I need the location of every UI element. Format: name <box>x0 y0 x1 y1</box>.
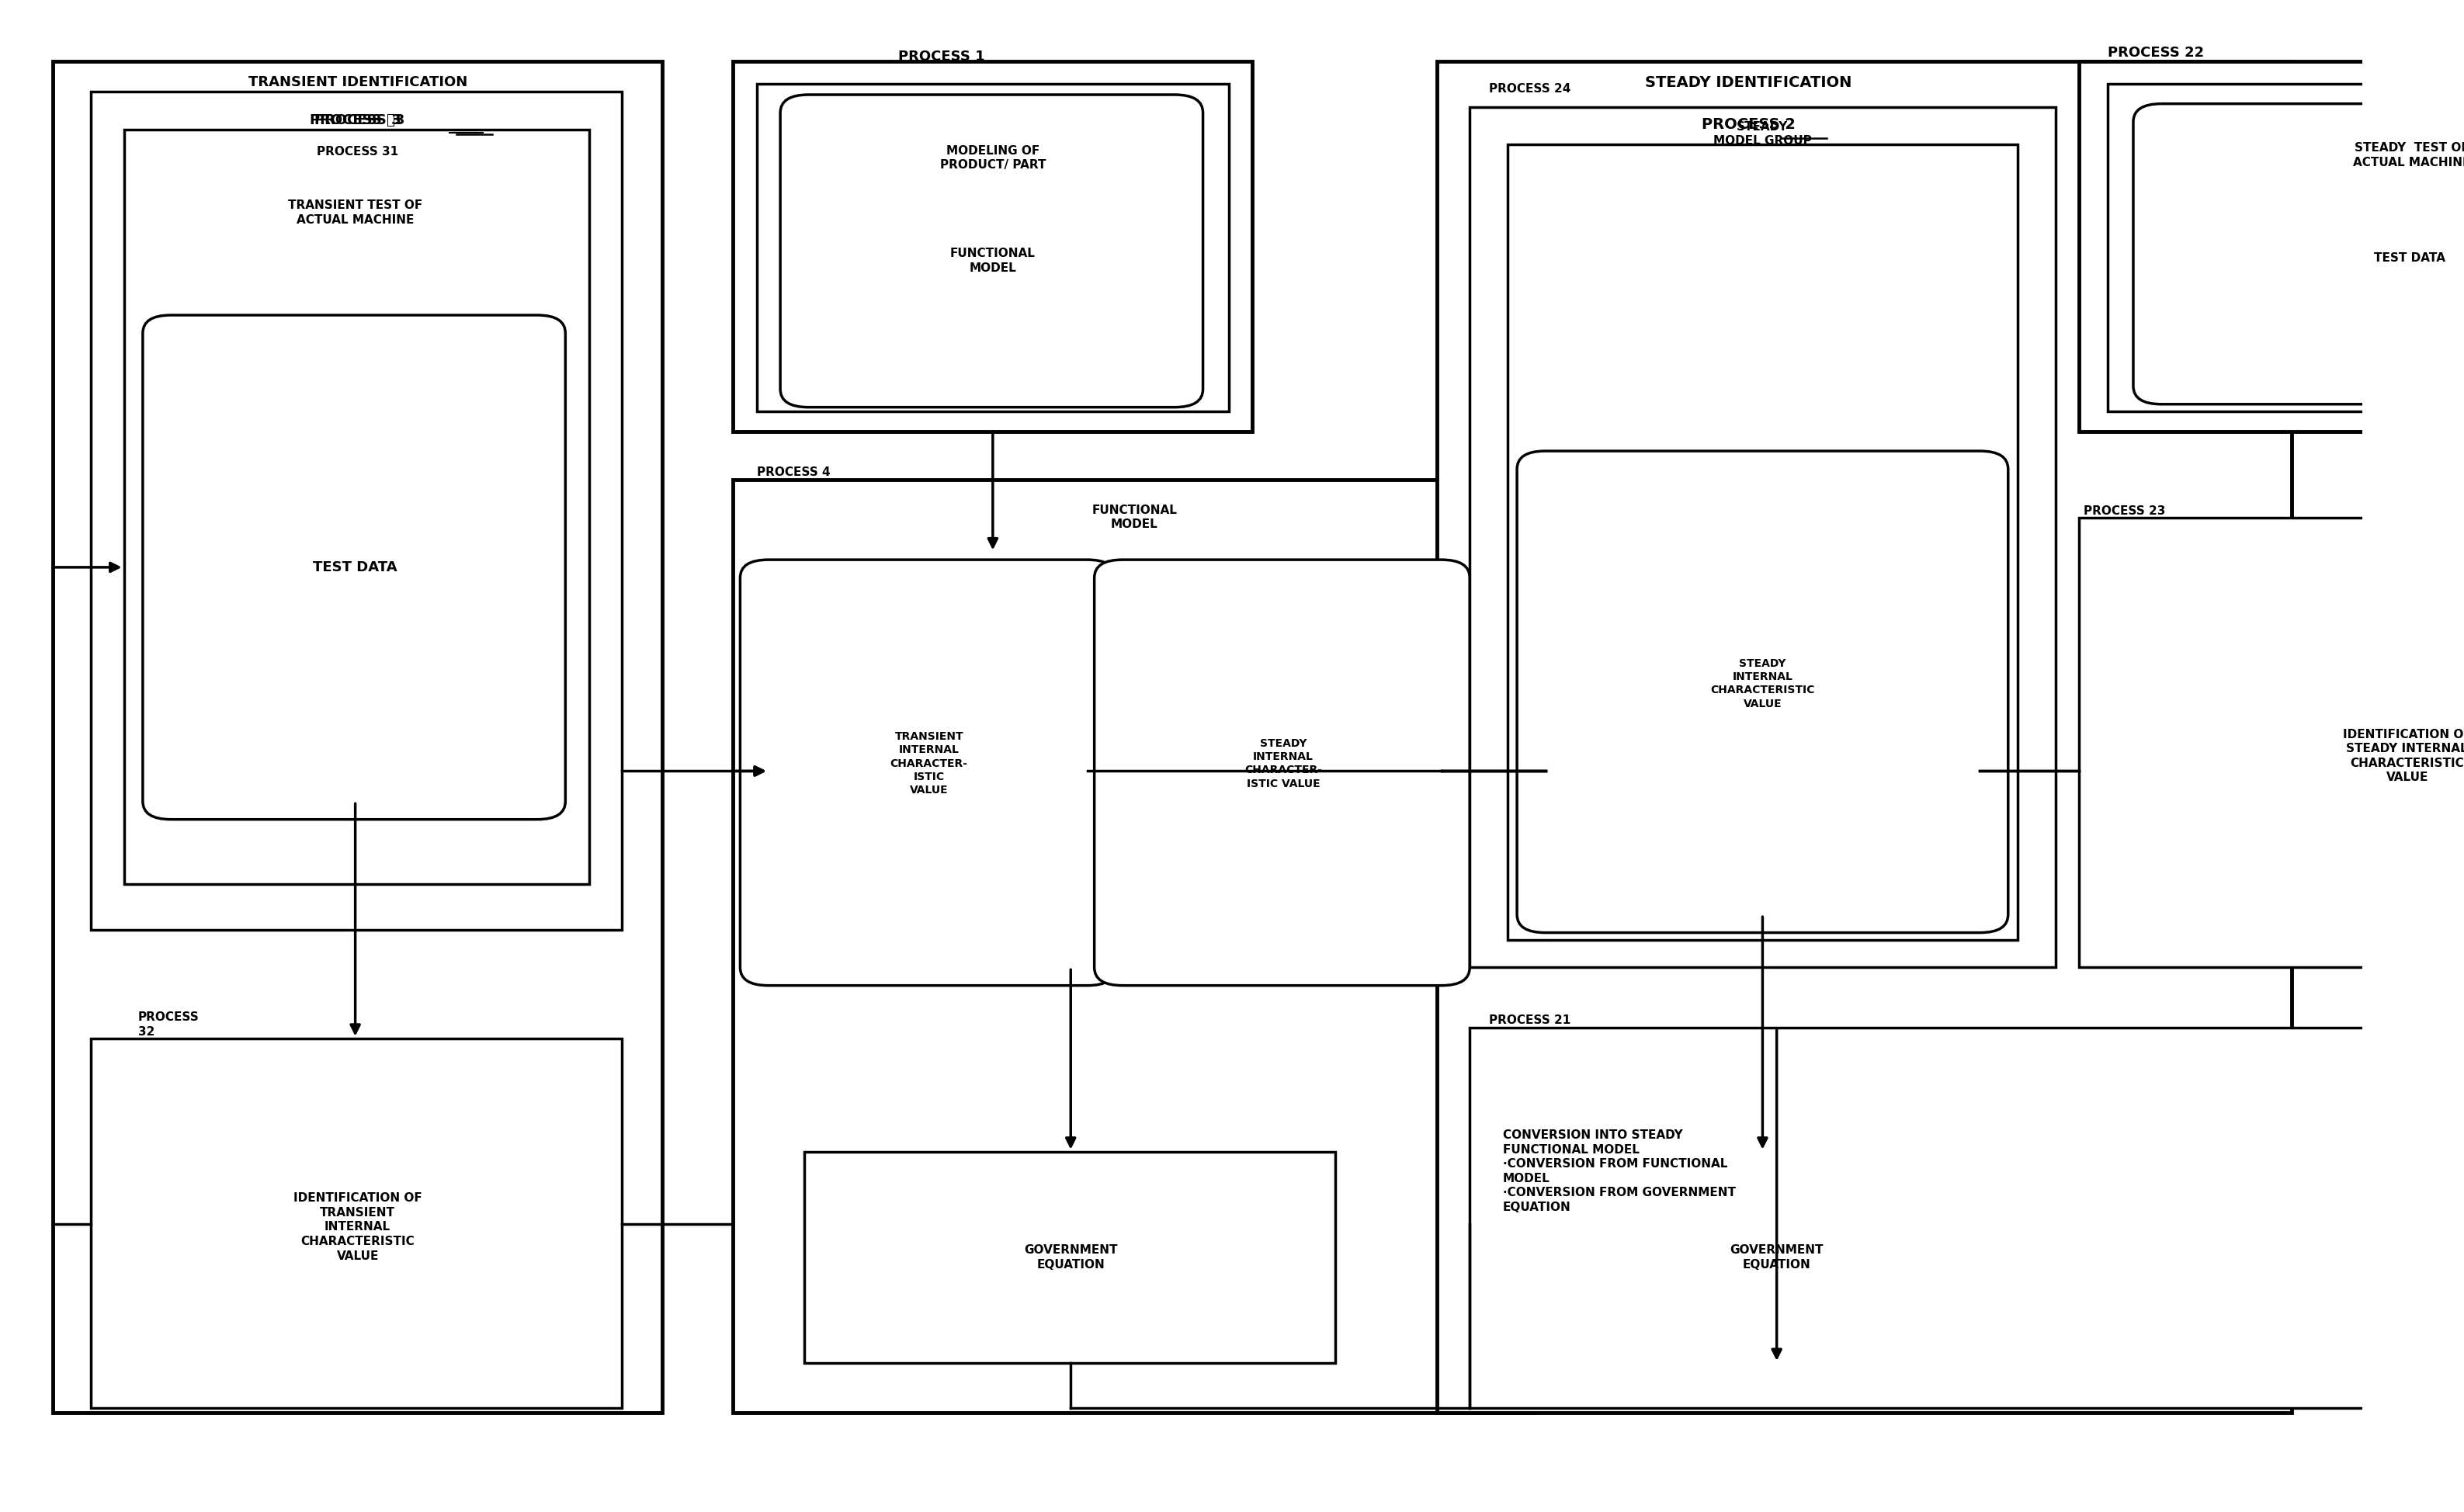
Text: TEST DATA: TEST DATA <box>313 561 397 575</box>
Text: GOVERNMENT
EQUATION: GOVERNMENT EQUATION <box>1730 1244 1823 1270</box>
Bar <box>91 92 621 930</box>
Text: PROCESS 4: PROCESS 4 <box>756 466 830 478</box>
Bar <box>734 62 1252 431</box>
Text: PROCESS 3: PROCESS 3 <box>315 113 402 127</box>
FancyBboxPatch shape <box>2134 104 2464 404</box>
Text: STEADY  TEST OF
ACTUAL MACHINE: STEADY TEST OF ACTUAL MACHINE <box>2353 142 2464 168</box>
Bar <box>2080 517 2464 968</box>
Text: PROCESS 21: PROCESS 21 <box>1488 1015 1570 1027</box>
Bar <box>1437 62 2292 1412</box>
Text: GOVERNMENT
EQUATION: GOVERNMENT EQUATION <box>1025 1244 1119 1270</box>
Text: IDENTIFICATION OF
TRANSIENT
INTERNAL
CHARACTERISTIC
VALUE: IDENTIFICATION OF TRANSIENT INTERNAL CHA… <box>293 1193 421 1263</box>
FancyBboxPatch shape <box>1094 559 1469 986</box>
Text: STEADY
INTERNAL
CHARACTER-
ISTIC VALUE: STEADY INTERNAL CHARACTER- ISTIC VALUE <box>1244 738 1323 789</box>
Bar <box>91 1039 621 1408</box>
Text: CONVERSION INTO STEADY
FUNCTIONAL MODEL
·CONVERSION FROM FUNCTIONAL
MODEL
·CONVE: CONVERSION INTO STEADY FUNCTIONAL MODEL … <box>1503 1129 1735 1213</box>
Bar <box>2080 62 2464 431</box>
Text: STEADY
MODEL GROUP: STEADY MODEL GROUP <box>1712 121 1811 147</box>
Text: PROCESS 1: PROCESS 1 <box>899 50 986 64</box>
Bar <box>1469 1028 2390 1408</box>
Text: TRANSIENT TEST OF
ACTUAL MACHINE: TRANSIENT TEST OF ACTUAL MACHINE <box>288 200 421 225</box>
Text: STEADY
INTERNAL
CHARACTERISTIC
VALUE: STEADY INTERNAL CHARACTERISTIC VALUE <box>1710 658 1814 709</box>
FancyBboxPatch shape <box>1518 451 2008 933</box>
Bar <box>803 1152 1335 1362</box>
Bar <box>54 62 663 1412</box>
Text: FUNCTIONAL
MODEL: FUNCTIONAL MODEL <box>1092 505 1178 531</box>
Text: TEST DATA: TEST DATA <box>2373 253 2444 263</box>
Text: TRANSIENT
INTERNAL
CHARACTER-
ISTIC
VALUE: TRANSIENT INTERNAL CHARACTER- ISTIC VALU… <box>890 732 968 795</box>
Bar <box>1469 107 2055 968</box>
Bar <box>1508 145 2018 940</box>
Text: MODELING OF
PRODUCT/ PART: MODELING OF PRODUCT/ PART <box>939 145 1045 171</box>
Text: PROCESS 22: PROCESS 22 <box>2107 45 2203 59</box>
Text: PROCESS
32: PROCESS 32 <box>138 1012 200 1037</box>
Text: PROCESS 24: PROCESS 24 <box>1488 83 1570 94</box>
FancyBboxPatch shape <box>739 559 1116 986</box>
Text: TRANSIENT IDENTIFICATION: TRANSIENT IDENTIFICATION <box>249 76 468 89</box>
FancyBboxPatch shape <box>781 95 1202 407</box>
Text: PROCESS 23: PROCESS 23 <box>2085 505 2166 517</box>
Bar <box>734 479 1535 1412</box>
Text: PROCESS 2: PROCESS 2 <box>1703 118 1796 132</box>
Bar <box>2107 85 2464 411</box>
Text: IDENTIFICATION OF
STEADY INTERNAL
CHARACTERISTIC
VALUE: IDENTIFICATION OF STEADY INTERNAL CHARAC… <box>2343 729 2464 783</box>
Bar <box>123 130 589 885</box>
Text: PROCESS 3: PROCESS 3 <box>310 113 404 127</box>
Text: FUNCTIONAL
MODEL: FUNCTIONAL MODEL <box>951 248 1035 274</box>
FancyBboxPatch shape <box>143 314 564 820</box>
Bar <box>756 85 1230 411</box>
Text: PROCESS 31: PROCESS 31 <box>318 147 399 157</box>
Text: STEADY IDENTIFICATION: STEADY IDENTIFICATION <box>1646 76 1853 91</box>
Bar <box>1493 1152 2060 1362</box>
